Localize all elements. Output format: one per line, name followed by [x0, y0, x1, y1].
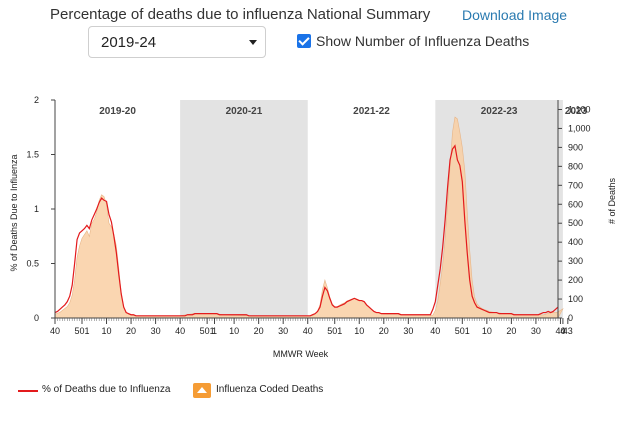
legend-deaths-label[interactable]: Influenza Coded Deaths: [216, 384, 324, 395]
x-tick-label: 40: [303, 326, 313, 336]
page-title: Percentage of deaths due to influenza Na…: [50, 6, 431, 23]
y-axis-title: % of Deaths Due to Influenza: [9, 154, 19, 271]
x-tick-label: 20: [379, 326, 389, 336]
y2-tick-label: 400: [568, 237, 583, 247]
x-tick-label: 10: [102, 326, 112, 336]
x-tick-label: 40: [175, 326, 185, 336]
x-tick-label: 10: [229, 326, 239, 336]
x-tick-label: 20: [506, 326, 516, 336]
y2-tick-label: 200: [568, 275, 583, 285]
x-tick-label: 40: [430, 326, 440, 336]
season-label-2019-20: 2019-20: [99, 106, 136, 117]
x-tick-label: 10: [482, 326, 492, 336]
pct-line: [54, 144, 559, 317]
show-deaths-label[interactable]: Show Number of Influenza Deaths: [316, 33, 530, 49]
y-tick-label: 0: [34, 313, 39, 323]
download-image-link[interactable]: Download Image: [462, 7, 568, 23]
y2-tick-label: 300: [568, 256, 583, 266]
x-tick-label: 30: [151, 326, 161, 336]
x-tick-label: 1: [212, 326, 217, 336]
y-tick-label: 1: [34, 204, 39, 214]
pct-line-group: [54, 144, 559, 317]
y2-tick-label: 900: [568, 142, 583, 152]
area-chart-icon: [197, 387, 207, 393]
x-tick-label: 43: [563, 326, 573, 336]
y2-tick-label: 1,100: [568, 104, 591, 114]
y2-tick-label: 100: [568, 294, 583, 304]
y-tick-label: 2: [34, 95, 39, 105]
y2-axis-title: # of Deaths: [607, 177, 617, 224]
axes: [51, 99, 569, 324]
x-tick-label: 501: [455, 326, 470, 336]
season-label-2020-21: 2020-21: [226, 106, 263, 117]
x-tick-label: 20: [126, 326, 136, 336]
y2-tick-label: 800: [568, 161, 583, 171]
x-tick-label: 10: [354, 326, 364, 336]
season-select-value: 2019-24: [101, 34, 157, 51]
y2-tick-label: 500: [568, 218, 583, 228]
x-tick-label: 40: [555, 326, 565, 336]
labels: 2019-20 2020-21 2021-22 2022-23 202300.511.5…: [9, 95, 617, 359]
season-select[interactable]: 2019-24: [88, 26, 266, 58]
x-tick-label: 4: [560, 326, 565, 336]
x-tick-label: 501: [327, 326, 342, 336]
season-shading: [180, 100, 563, 318]
y-tick-label: 1.5: [26, 150, 39, 160]
x-tick-label: 40: [50, 326, 60, 336]
season-label-2023: 2023: [565, 106, 588, 117]
season-label-2021-22: 2021-22: [353, 106, 390, 117]
show-deaths-checkbox[interactable]: [297, 34, 311, 48]
legend-pct-label[interactable]: % of Deaths due to Influenza: [42, 384, 171, 395]
season-shade-2020-21: [180, 100, 308, 318]
season-label-2022-23: 2022-23: [481, 106, 518, 117]
legend-deaths-swatch[interactable]: [193, 383, 211, 398]
x-tick-label: 30: [531, 326, 541, 336]
y2-tick-label: 1,000: [568, 123, 591, 133]
chevron-down-icon: [249, 40, 257, 45]
y-tick-label: 0.5: [26, 259, 39, 269]
x-tick-label: 20: [254, 326, 264, 336]
y2-tick-label: 0: [568, 313, 573, 323]
x-tick-label: 30: [278, 326, 288, 336]
x-tick-label: 501: [200, 326, 215, 336]
legend-pct-swatch: [18, 390, 38, 392]
x-tick-label: 501: [74, 326, 89, 336]
y2-tick-label: 700: [568, 180, 583, 190]
x-tick-label: 30: [403, 326, 413, 336]
x-axis-title: MMWR Week: [273, 349, 329, 359]
y2-tick-label: 600: [568, 199, 583, 209]
